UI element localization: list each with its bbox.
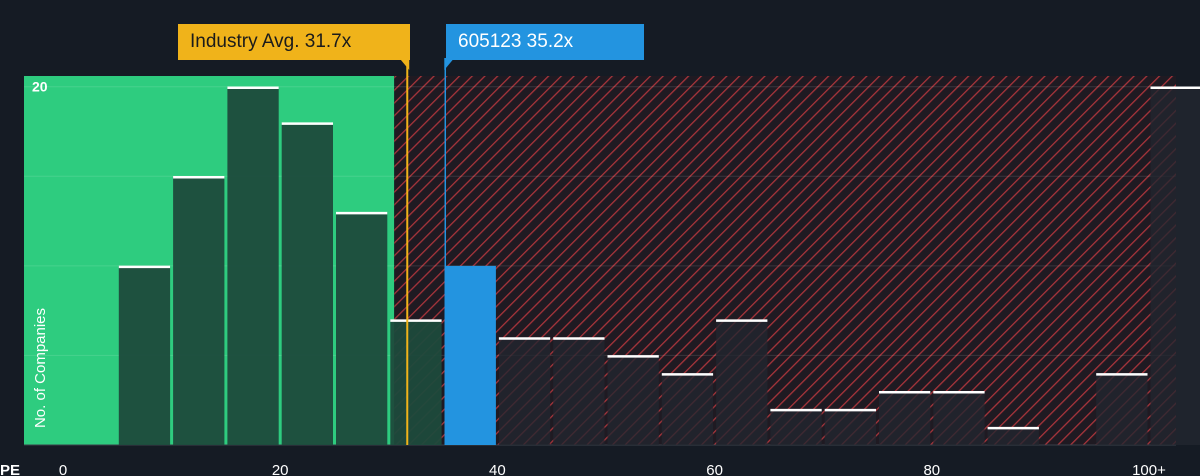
histogram-bar <box>498 337 551 445</box>
industry-average-pointer <box>399 58 410 70</box>
x-axis-label: PE <box>0 462 20 476</box>
histogram-bar <box>879 391 931 445</box>
y-axis-label: No. of Companies <box>32 308 49 428</box>
x-tick-label: 80 <box>923 462 940 476</box>
company-histogram-bar <box>444 265 496 445</box>
histogram-bar <box>716 319 768 445</box>
x-tick-label: 20 <box>272 462 289 476</box>
histogram-bar <box>1096 373 1148 445</box>
company-pe-callout: 605123 35.2x <box>446 24 644 60</box>
histogram-bar <box>227 86 279 446</box>
histogram-bar <box>933 391 985 445</box>
company-pe-pointer <box>444 58 455 70</box>
histogram-bar <box>1150 86 1200 446</box>
histogram-bar <box>607 355 659 445</box>
histogram-bar <box>118 265 171 445</box>
x-tick-label: 100+ <box>1132 462 1166 476</box>
x-tick-label: 40 <box>489 462 506 476</box>
histogram-bar <box>173 176 225 446</box>
histogram-bar <box>390 319 442 445</box>
histogram-bar <box>336 212 388 445</box>
histogram-bar <box>824 409 876 445</box>
histogram-bar <box>661 373 714 445</box>
industry-average-callout: Industry Avg. 31.7x <box>178 24 410 60</box>
histogram-bar <box>281 122 333 445</box>
histogram-bar <box>553 337 605 445</box>
histogram-bar <box>770 409 822 445</box>
x-tick-label: 60 <box>706 462 723 476</box>
y-tick-label: 20 <box>32 79 48 95</box>
histogram-bar <box>987 427 1039 445</box>
x-tick-label: 0 <box>59 462 67 476</box>
